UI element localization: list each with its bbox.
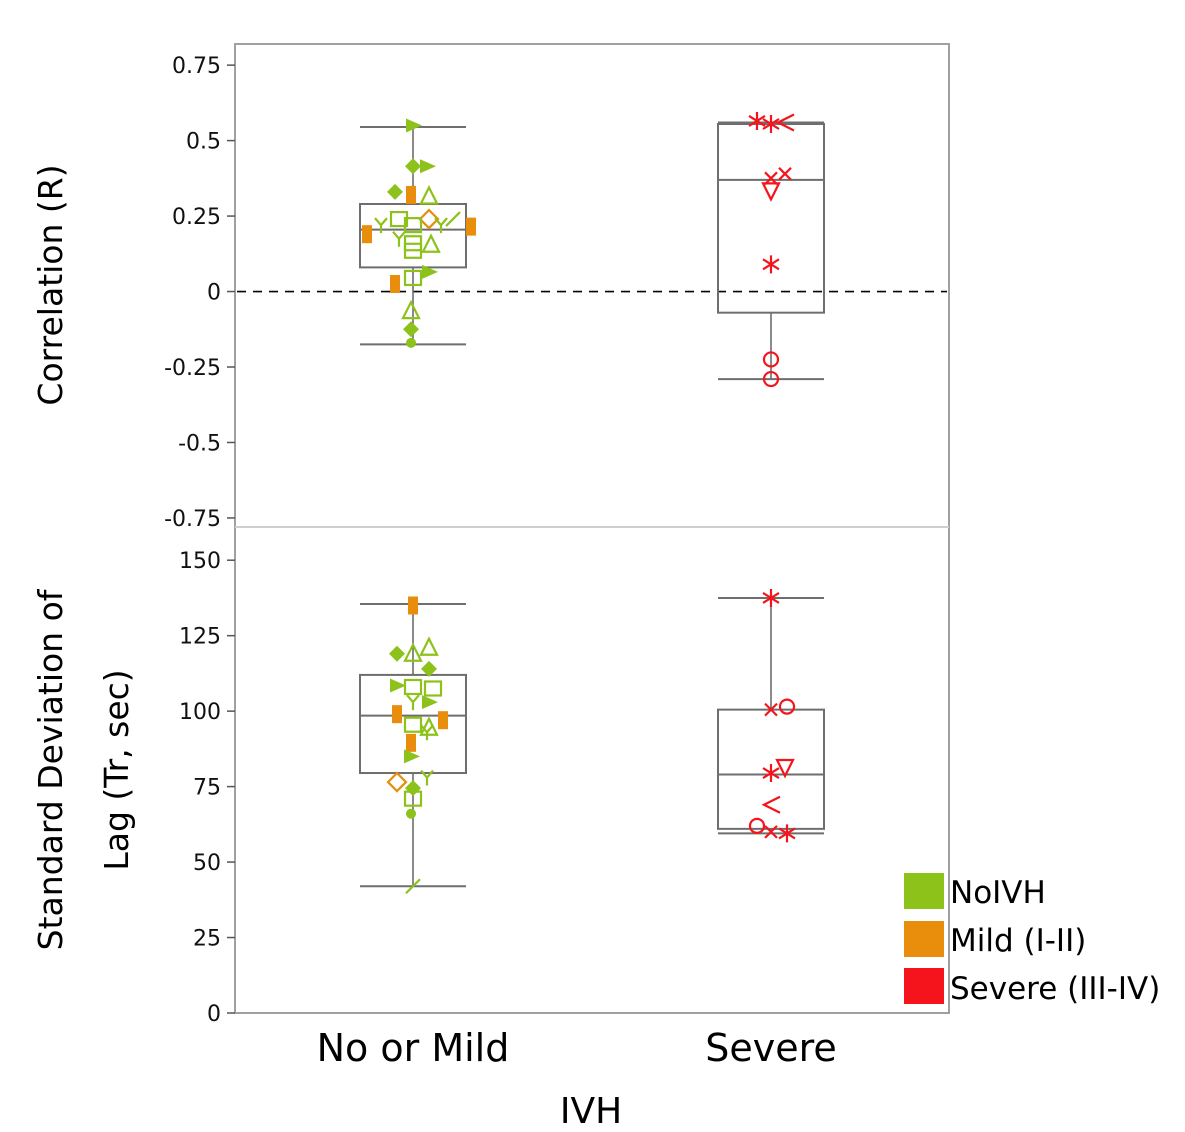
top-y-axis-title: Correlation (R): [31, 164, 70, 405]
data-point-severe: [762, 370, 780, 388]
y-tick-label: 0.5: [186, 130, 221, 155]
top-points: [362, 111, 795, 388]
bottom-boxes: [359, 596, 825, 888]
data-point-noivh: [420, 724, 434, 741]
legend-swatch-noivh: [904, 873, 944, 909]
box-iqr: [717, 122, 825, 314]
data-point-noivh: [423, 680, 443, 697]
data-point-severe: [775, 758, 795, 779]
data-point-noivh: [406, 337, 416, 348]
data-point-noivh: [421, 233, 441, 253]
data-point-noivh: [406, 694, 420, 711]
data-point-severe: [764, 702, 778, 717]
data-point-mild: [390, 274, 400, 293]
data-point-noivh: [390, 678, 406, 693]
legend-swatch-severe: [904, 968, 944, 1004]
legend: NoIVH Mild (I-II) Severe (III-IV): [904, 873, 1160, 1007]
data-point-noivh: [405, 158, 421, 175]
data-point-noivh: [421, 660, 437, 677]
y-tick-label: -0.25: [164, 356, 221, 381]
bottom-y-axis-title-line2: Lag (Tr, sec): [97, 669, 136, 870]
data-point-noivh: [422, 264, 438, 279]
data-point-severe: [778, 698, 796, 715]
data-point-noivh: [389, 645, 405, 662]
box-iqr: [359, 202, 467, 269]
y-tick-label: 100: [179, 700, 221, 725]
data-point-noivh: [405, 780, 421, 797]
data-point-mild: [408, 596, 418, 615]
y-tick-label: 0.25: [172, 205, 221, 230]
data-point-noivh: [403, 642, 423, 662]
y-tick-label: 75: [193, 776, 221, 801]
data-point-severe: [775, 113, 795, 132]
data-point-noivh: [419, 636, 439, 656]
data-point-noivh: [403, 321, 419, 338]
data-point-severe: [778, 167, 792, 181]
data-point-noivh: [403, 269, 423, 287]
data-point-noivh: [406, 808, 416, 819]
x-tick-label-severe: Severe: [705, 1026, 837, 1070]
data-point-mild: [386, 771, 408, 793]
data-point-noivh: [434, 217, 448, 234]
bottom-points: [386, 588, 796, 894]
data-point-severe: [748, 817, 766, 834]
y-tick-label: 50: [193, 851, 221, 876]
legend-label-severe: Severe (III-IV): [950, 971, 1160, 1007]
x-axis-title: IVH: [560, 1091, 622, 1132]
data-point-mild: [406, 185, 416, 204]
data-point-noivh: [405, 878, 421, 894]
data-point-mild: [392, 705, 402, 724]
data-point-mild: [418, 208, 440, 230]
data-point-noivh: [420, 159, 436, 174]
data-point-noivh: [403, 242, 423, 259]
y-tick-label: 0: [207, 1002, 221, 1027]
y-tick-label: 0: [207, 281, 221, 306]
top-panel-frame: [234, 43, 950, 528]
data-point-mild: [438, 711, 448, 730]
data-point-severe: [762, 255, 780, 274]
legend-label-noivh: NoIVH: [950, 875, 1046, 911]
data-point-mild: [362, 225, 372, 244]
y-tick-label: -0.5: [178, 431, 221, 456]
data-point-severe: [748, 111, 766, 130]
data-point-noivh: [374, 217, 388, 234]
data-point-severe: [761, 795, 781, 814]
data-point-severe: [762, 764, 780, 783]
data-point-noivh: [401, 299, 421, 320]
data-point-mild: [466, 217, 476, 236]
y-tick-label: 125: [179, 625, 221, 650]
data-point-noivh: [420, 769, 434, 786]
data-point-noivh: [403, 790, 423, 807]
data-point-severe: [761, 182, 781, 202]
data-point-noivh: [445, 211, 461, 227]
bottom-y-axis: 150 125 100 75 50 25 0: [179, 549, 235, 1027]
legend-swatch-mild: [904, 921, 944, 957]
top-y-axis: 0.75 0.5 0.25 0 -0.25 -0.5 -0.75: [164, 54, 235, 532]
data-point-severe: [764, 825, 778, 839]
bottom-panel-frame: [234, 526, 950, 1014]
y-tick-label: 25: [193, 927, 221, 952]
data-point-noivh: [403, 217, 423, 234]
y-tick-label: -0.75: [164, 507, 221, 532]
x-tick-label-no-or-mild: No or Mild: [317, 1026, 510, 1070]
y-tick-label: 150: [179, 549, 221, 574]
data-point-severe: [778, 824, 796, 843]
data-point-noivh: [419, 184, 439, 205]
data-point-severe: [762, 114, 780, 133]
data-point-noivh: [422, 695, 438, 710]
bottom-y-axis-title-line1: Standard Deviation of: [31, 588, 70, 950]
data-point-noivh: [403, 716, 423, 733]
data-point-severe: [762, 588, 780, 607]
data-point-noivh: [406, 118, 422, 133]
data-point-noivh: [392, 230, 406, 247]
box-iqr: [359, 673, 467, 775]
data-point-noivh: [404, 749, 420, 764]
legend-label-mild: Mild (I-II): [950, 923, 1086, 959]
data-point-noivh: [403, 678, 423, 696]
data-point-noivh: [387, 183, 403, 200]
data-point-severe: [762, 351, 780, 368]
data-point-mild: [406, 733, 416, 752]
y-tick-label: 0.75: [172, 54, 221, 79]
